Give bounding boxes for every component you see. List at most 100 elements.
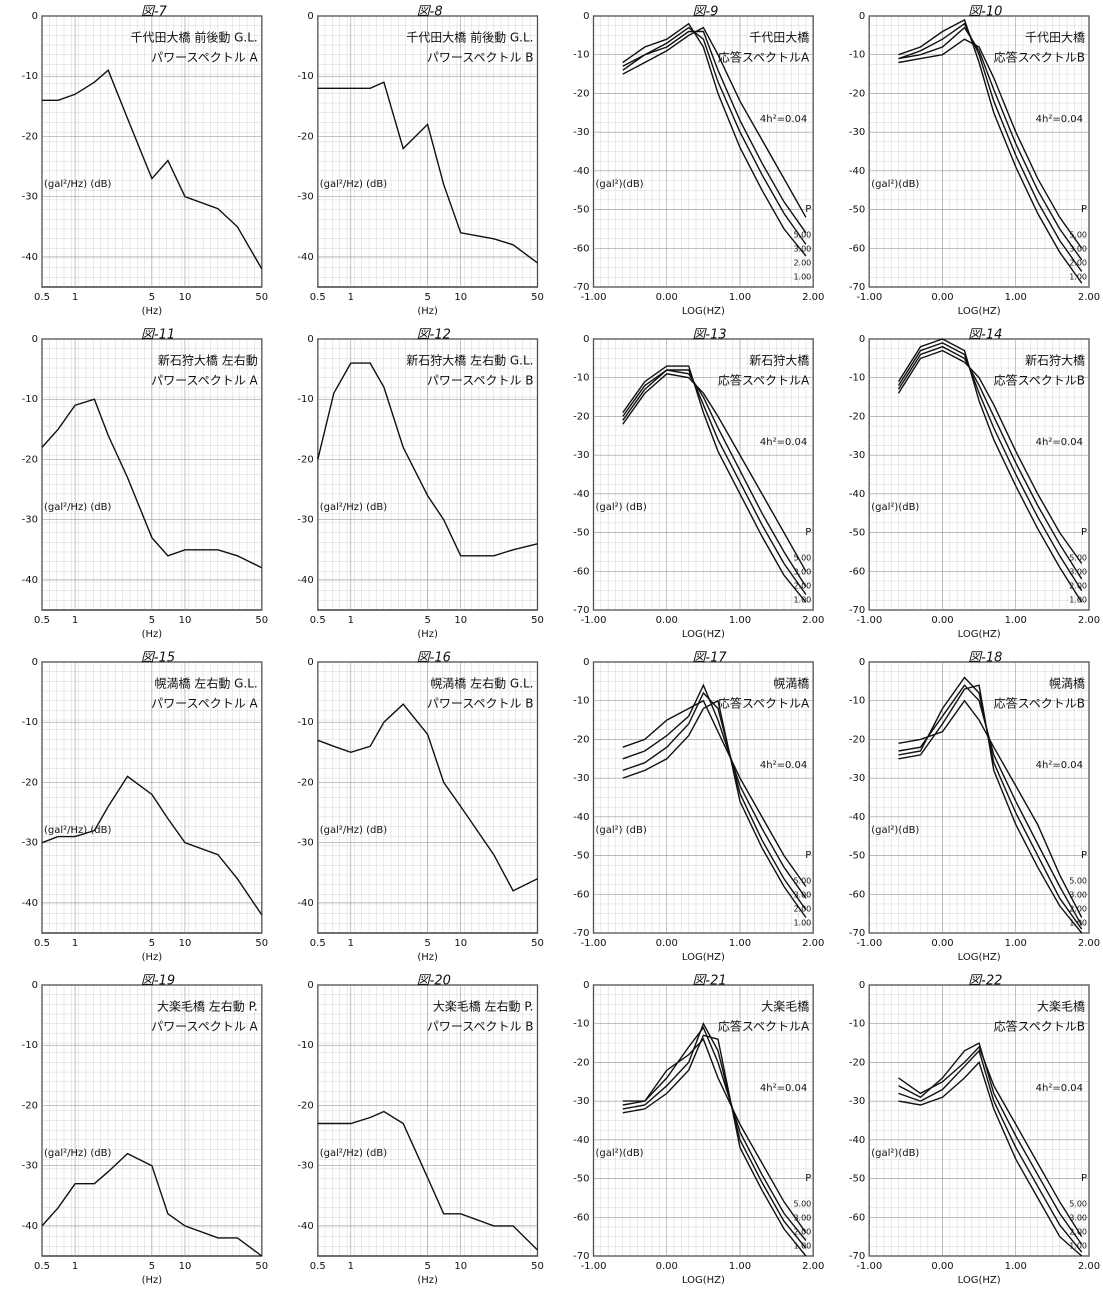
- x-tick-label: 5: [149, 938, 155, 949]
- y-tick-label: -70: [573, 282, 589, 293]
- response-line: [622, 691, 807, 911]
- x-tick-label: 50: [255, 1261, 268, 1272]
- x-tick-label: 2.00: [802, 292, 824, 303]
- y-tick-label: -10: [849, 50, 865, 61]
- y-tick-label: -50: [849, 1174, 865, 1185]
- spectrum-line: [317, 81, 538, 264]
- x-tick-label: 1.00: [729, 615, 751, 626]
- response-line: [898, 684, 1083, 934]
- chart-caption: パワースペクトル B: [427, 51, 534, 65]
- y-tick-label: -70: [573, 1251, 589, 1262]
- response-line: [898, 676, 1083, 930]
- x-tick-label: 0.5: [310, 615, 326, 626]
- chart-title: 図-13: [692, 328, 726, 343]
- x-tick-label: 50: [531, 938, 544, 949]
- spectrum-line: [41, 398, 263, 569]
- legend-title: P: [805, 527, 811, 538]
- chart-title: 図-15: [141, 651, 175, 666]
- y-tick-label: -10: [22, 717, 38, 728]
- legend-label: 5.00: [793, 877, 811, 886]
- y-tick-label: -20: [297, 1100, 313, 1111]
- x-tick-label: 50: [531, 615, 544, 626]
- y-tick-label: -20: [849, 411, 865, 422]
- annotation: 4h²=0.04: [760, 437, 807, 448]
- legend-title: P: [1081, 850, 1087, 861]
- legend-label: 5.00: [1069, 1200, 1087, 1209]
- chart-subtitle: 新石狩大橋: [749, 354, 809, 368]
- legend-label: 2.00: [793, 582, 811, 591]
- y-tick-label: -70: [849, 928, 865, 939]
- y-tick-label: -60: [573, 889, 589, 900]
- y-tick-label: -10: [297, 394, 313, 405]
- chart-subtitle: 千代田大橋 前後動 G.L.: [131, 30, 258, 45]
- y-tick-label: 0: [859, 334, 865, 345]
- y-tick-label: -40: [573, 812, 589, 823]
- y-tick-label: -60: [573, 243, 589, 254]
- x-tick-label: 10: [454, 938, 467, 949]
- x-tick-label: 0.00: [931, 292, 953, 303]
- x-tick-label: 1: [72, 292, 78, 303]
- y-tick-label: 0: [32, 657, 38, 668]
- x-tick-label: 50: [255, 292, 268, 303]
- x-tick-label: 1: [348, 292, 354, 303]
- x-axis-label: (Hz): [417, 629, 438, 640]
- legend-title: P: [805, 204, 811, 215]
- legend-label: 2.00: [793, 905, 811, 914]
- y-tick-label: 0: [307, 657, 313, 668]
- x-axis-label: (Hz): [417, 952, 438, 963]
- y-tick-label: -30: [22, 838, 38, 849]
- x-tick-label: 5: [424, 1261, 430, 1272]
- chart-subtitle: 大楽毛橋 左右動 P.: [157, 999, 258, 1014]
- response-line: [897, 342, 1083, 591]
- x-tick-label: 5: [424, 292, 430, 303]
- y-tick-label: -30: [573, 450, 589, 461]
- spectrum-line: [317, 703, 538, 892]
- response-line: [898, 1061, 1083, 1257]
- response-line: [622, 373, 807, 572]
- x-tick-label: 0.5: [310, 938, 326, 949]
- chart-title: 図-22: [968, 974, 1002, 989]
- y-tick-label: -10: [849, 1019, 865, 1030]
- y-tick-label: -30: [22, 1161, 38, 1172]
- x-tick-label: -1.00: [581, 1261, 607, 1272]
- y-tick-label: 0: [32, 334, 38, 345]
- chart-caption: 応答スペクトルB: [994, 50, 1085, 65]
- y-tick-label: -20: [573, 1057, 589, 1068]
- chart-title: 図-18: [968, 651, 1002, 666]
- chart-subtitle: 新石狩大橋: [1025, 354, 1085, 368]
- y-tick-label: 0: [583, 980, 589, 991]
- y-tick-label: -50: [573, 205, 589, 216]
- y-axis-label: (gal²)(dB): [596, 1148, 644, 1159]
- y-tick-label: -20: [22, 454, 38, 465]
- x-axis-label: LOG(HZ): [682, 306, 725, 317]
- y-tick-label: -30: [849, 127, 865, 138]
- response-line: [622, 26, 807, 218]
- response-line: [897, 349, 1083, 564]
- legend-label: 1.00: [1069, 596, 1087, 605]
- chart-title: 図-20: [417, 974, 451, 989]
- x-tick-label: 1.00: [729, 938, 751, 949]
- chart-caption: 応答スペクトルA: [718, 50, 810, 65]
- y-tick-label: -50: [849, 528, 865, 539]
- y-tick-label: -30: [297, 1161, 313, 1172]
- y-tick-label: 0: [307, 980, 313, 991]
- legend-label: 3.00: [1069, 568, 1087, 577]
- y-tick-label: -40: [297, 575, 313, 586]
- y-tick-label: -10: [573, 1019, 589, 1030]
- chart-subtitle: 千代田大橋: [749, 31, 809, 45]
- x-axis-label: (Hz): [417, 306, 438, 317]
- x-tick-label: 1.00: [1005, 615, 1027, 626]
- y-tick-label: -30: [573, 773, 589, 784]
- x-axis-label: (Hz): [417, 1275, 438, 1286]
- y-tick-label: -20: [849, 1057, 865, 1068]
- y-tick-label: -40: [22, 898, 38, 909]
- spectrum-line: [317, 1110, 538, 1251]
- legend-label: 3.00: [793, 891, 811, 900]
- y-tick-label: -60: [573, 1212, 589, 1223]
- x-tick-label: 1.00: [1005, 292, 1027, 303]
- legend-label: 5.00: [1069, 554, 1087, 563]
- chart-title: 図-8: [417, 5, 443, 20]
- y-tick-label: -60: [573, 566, 589, 577]
